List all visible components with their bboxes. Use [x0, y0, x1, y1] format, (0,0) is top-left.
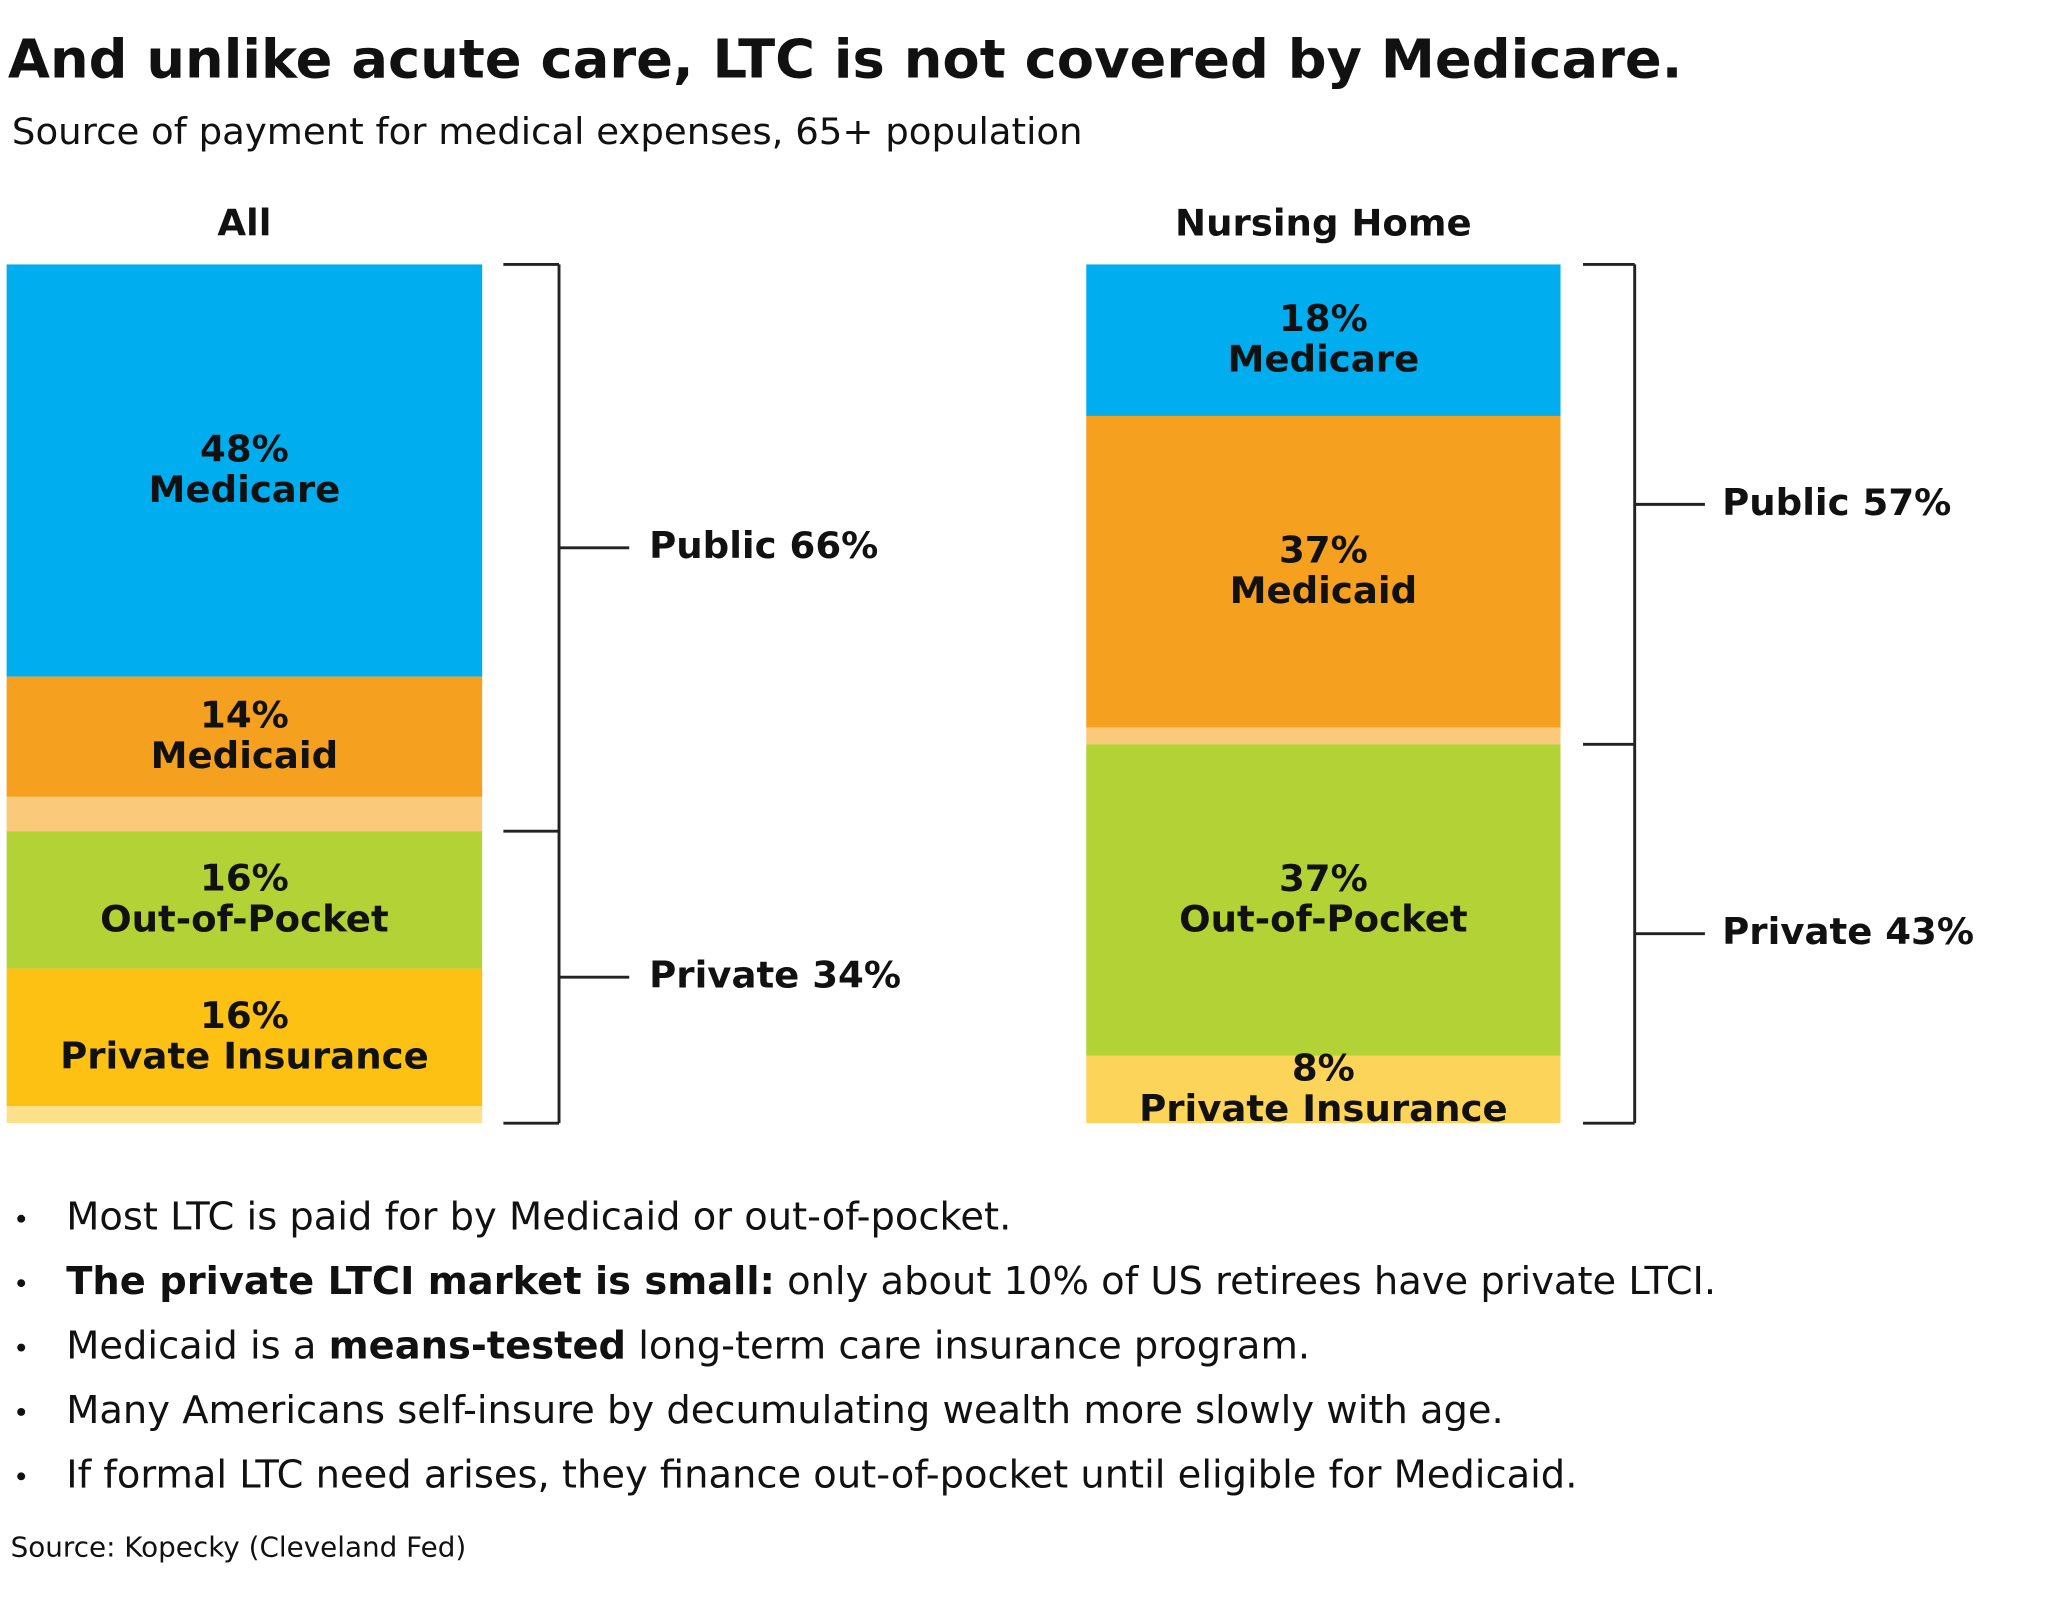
- group-label: Public 57%: [1722, 481, 1951, 524]
- subtitle: Source of payment for medical expenses, …: [12, 110, 1083, 153]
- bullet-dot: [17, 1279, 26, 1288]
- bar-title: Nursing Home: [1175, 202, 1472, 245]
- bullet-run: long-term care insurance program.: [626, 1324, 1310, 1368]
- bullet-dot: [17, 1472, 26, 1481]
- bar-segment: [6, 968, 483, 1106]
- group-label: Private 34%: [649, 954, 901, 997]
- bullet-run: only about 10% of US retirees have priva…: [775, 1260, 1716, 1304]
- bullet-run: means-tested: [329, 1324, 626, 1368]
- bullet-text: Medicaid is a means-tested long-term car…: [66, 1324, 1310, 1368]
- bar-segment: [6, 1105, 483, 1124]
- bar-segment: [1086, 264, 1561, 416]
- bar-segment: [1086, 727, 1561, 745]
- source: Source: Kopecky (Cleveland Fed): [11, 1531, 467, 1564]
- segment-value-label: 16%: [200, 994, 289, 1037]
- bullet-text: If formal LTC need arises, they finance …: [66, 1453, 1577, 1497]
- bullet-run: If formal LTC need arises, they finance …: [66, 1453, 1577, 1497]
- segment-value-label: 37%: [1279, 857, 1368, 900]
- segment-name: Medicare: [149, 468, 341, 511]
- bar-segment: [6, 264, 483, 677]
- bullet-run: The private LTCI market is small:: [66, 1260, 775, 1304]
- bar-segment: [1086, 415, 1561, 728]
- bullet-text: The private LTCI market is small: only a…: [66, 1260, 1716, 1304]
- bullet-text: Many Americans self-insure by decumulati…: [66, 1389, 1504, 1433]
- segment-value-label: 8%: [1292, 1047, 1355, 1090]
- segment-value-label: 48%: [200, 428, 289, 471]
- segment-name: Medicare: [1228, 338, 1420, 381]
- bar-segment: [6, 676, 483, 797]
- segment-value-label: 37%: [1279, 529, 1368, 572]
- bullet-dot: [17, 1214, 26, 1223]
- segment-name: Out-of-Pocket: [1179, 898, 1468, 941]
- bar-segment: [6, 796, 483, 832]
- bullet-run: Medicaid is a: [66, 1324, 328, 1368]
- segment-name: Private Insurance: [1139, 1087, 1508, 1130]
- bullet-dot: [17, 1408, 26, 1416]
- bar-segment: [1086, 744, 1561, 1056]
- segment-value-label: 18%: [1279, 297, 1368, 340]
- bar-segment: [1086, 1055, 1561, 1124]
- segment-name: Medicaid: [151, 734, 339, 777]
- bullet-run: Many Americans self-insure by decumulati…: [66, 1389, 1504, 1433]
- group-label: Public 66%: [649, 524, 878, 567]
- segment-name: Out-of-Pocket: [100, 897, 389, 940]
- segment-name: Private Insurance: [60, 1035, 429, 1078]
- bullet-run: Most LTC is paid for by Medicaid or out-…: [66, 1195, 1011, 1239]
- bullet-text: Most LTC is paid for by Medicaid or out-…: [66, 1195, 1011, 1239]
- bar-segment: [6, 831, 483, 969]
- segment-value-label: 14%: [200, 694, 289, 737]
- bar-title: All: [217, 202, 271, 245]
- segment-name: Medicaid: [1230, 569, 1418, 612]
- group-label: Private 43%: [1722, 910, 1974, 953]
- bullet-dot: [17, 1343, 26, 1352]
- segment-value-label: 16%: [200, 857, 289, 900]
- page-title: And unlike acute care, LTC is not covere…: [8, 28, 1682, 91]
